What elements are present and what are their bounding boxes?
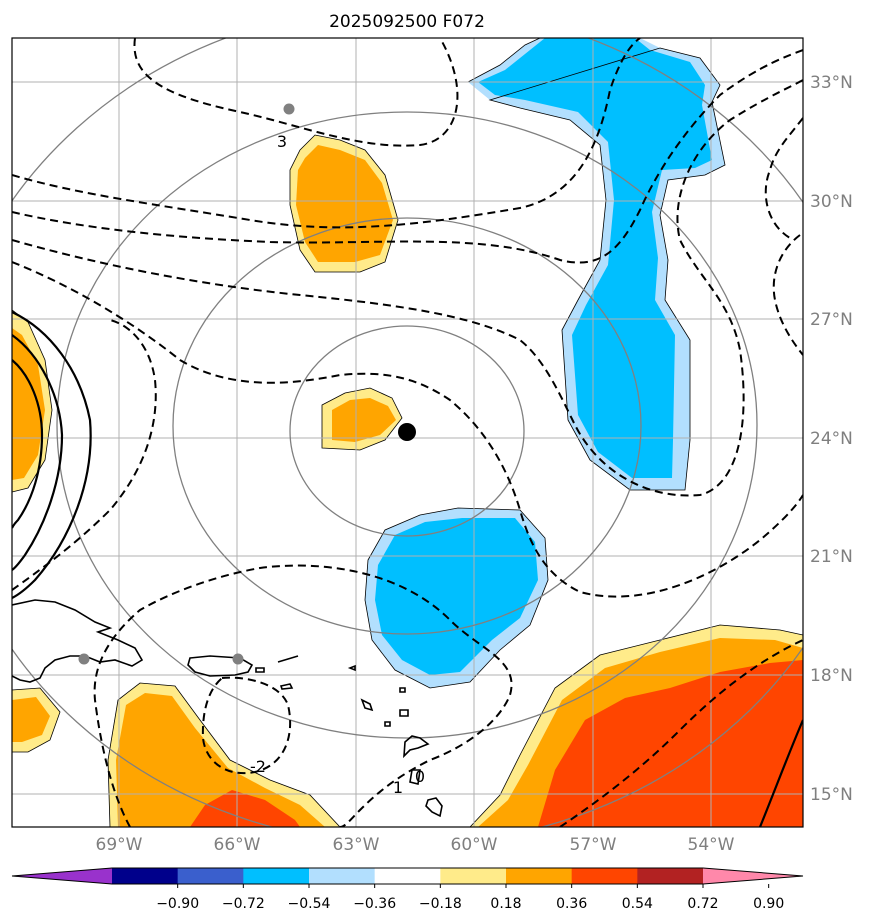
lat-label: 18°N [810,666,853,686]
colorbar-outline [11,867,804,885]
colorbar-segment [112,868,179,884]
lon-label: 54°W [688,835,735,855]
contour-label: 0 [415,767,425,786]
colorbar-extend-high [703,868,803,884]
colorbar: −0.90 −0.72 −0.54 −0.36 −0.18 0.18 0.36 0.54 0.7… [11,867,804,912]
colorbar-segment [571,868,638,884]
colorbar-segment [637,868,704,884]
colorbar-tick-label: 0.72 [687,896,718,912]
colorbar-tick-label: −0.18 [419,896,462,912]
contour-label: 3 [277,132,287,151]
lat-label: 15°N [810,785,853,805]
colorbar-segment [177,868,244,884]
colorbar-tick-label: −0.72 [222,896,265,912]
range-rings [12,38,803,827]
colorbar-segment [440,868,507,884]
dashed-contours [12,38,803,827]
lon-label: 69°W [96,835,143,855]
map-title: 2025092500 F072 [329,12,485,32]
contour-labels: 3 -2 1 0 [250,132,425,797]
colorbar-segment [243,868,310,884]
solid-contours [12,311,803,827]
colorbar-tick-label: 0.18 [490,896,521,912]
station-markers [78,103,295,665]
colorbar-tick-label: −0.54 [288,896,331,912]
contour-label: -2 [250,757,266,776]
map-gridlines [12,38,803,827]
coastlines [12,599,443,818]
colorbar-extend-low [12,868,112,884]
contour-label: 1 [393,778,403,797]
lat-label: 27°N [810,310,853,330]
colorbar-segment [374,868,441,884]
lat-label: 21°N [810,547,853,567]
colorbar-tick-label: −0.90 [156,896,199,912]
colorbar-tick-label: −0.36 [353,896,396,912]
lat-label: 30°N [810,192,853,212]
longitude-labels: 69°W 66°W 63°W 60°W 57°W 54°W [96,835,735,855]
lat-label: 24°N [810,429,853,449]
map-frame [11,37,804,828]
colorbar-tick-label: 0.54 [622,896,653,912]
negative-anomaly-fills [365,38,725,688]
lon-label: 66°W [214,835,261,855]
colorbar-segment [506,868,573,884]
lon-label: 57°W [570,835,617,855]
lon-label: 60°W [451,835,498,855]
latitude-labels: 33°N 30°N 27°N 24°N 21°N 18°N 15°N [810,73,853,805]
colorbar-segment [309,868,376,884]
storm-center-marker [398,423,416,441]
lat-label: 33°N [810,73,853,93]
colorbar-tick-label: 0.36 [556,896,587,912]
colorbar-tick-label: 0.90 [753,896,784,912]
lon-label: 63°W [333,835,380,855]
shading-outlines [12,38,803,827]
map-panel: 3 -2 1 0 [12,38,803,827]
